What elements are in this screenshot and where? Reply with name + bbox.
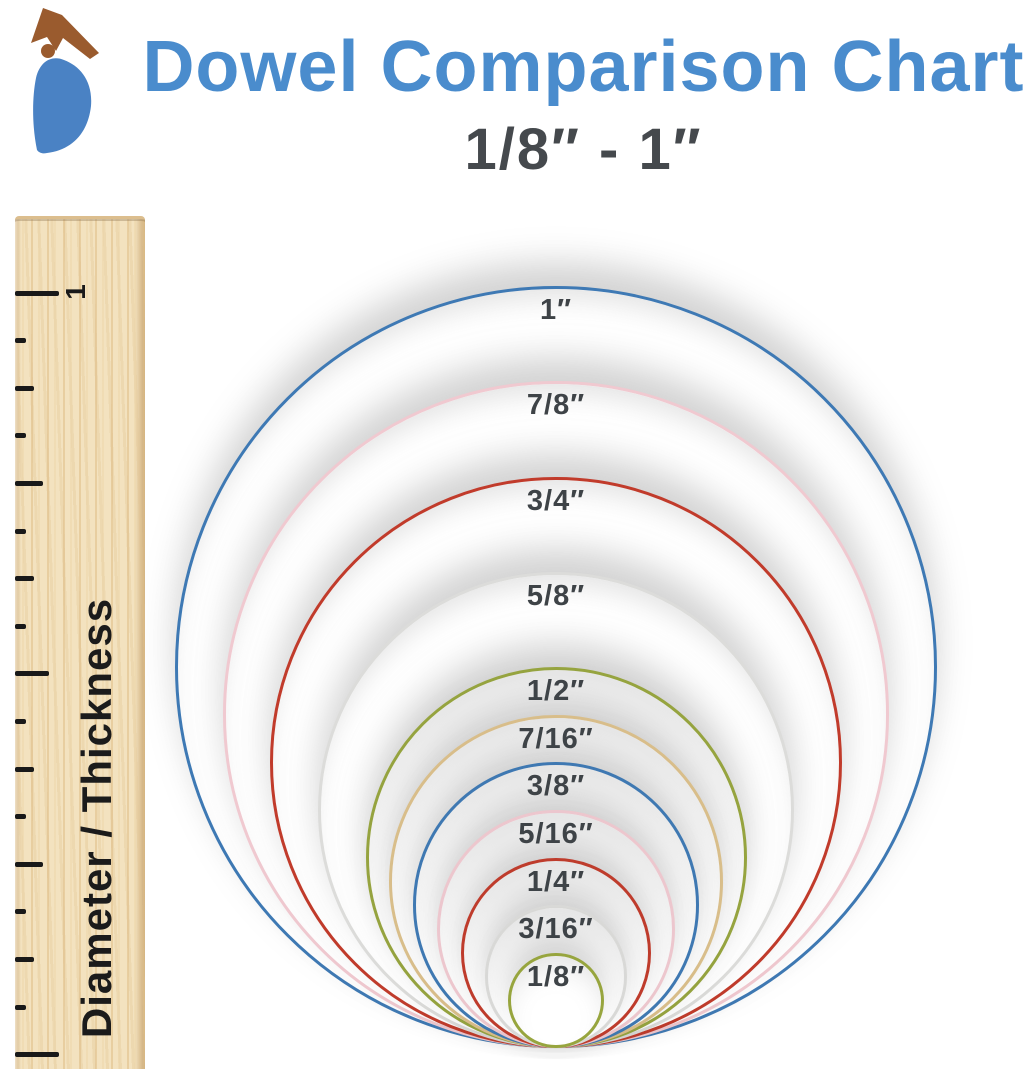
ruler-tick [15, 433, 26, 439]
page-title: Dowel Comparison Chart [142, 27, 1025, 107]
dowel-size-label: 1/2″ [526, 675, 586, 707]
logo-eye-dot [41, 44, 55, 58]
ruler-tick [15, 290, 59, 296]
ruler-tick [15, 766, 34, 772]
ruler-tick [15, 1004, 26, 1010]
ruler-tick [15, 338, 26, 344]
ruler-tick [15, 718, 26, 724]
ruler-tick [15, 480, 43, 486]
ruler-tick [15, 385, 34, 391]
dowel-size-label: 7/8″ [526, 389, 586, 422]
dowel-size-label: 1″ [539, 294, 573, 326]
dowel-size-label: 3/4″ [526, 484, 586, 517]
dowel-size-label: 7/16″ [518, 722, 594, 755]
dowel-size-label: 3/16″ [518, 913, 594, 946]
dowel-size-label: 3/8″ [526, 770, 586, 803]
ruler: 1 Diameter / Thickness [15, 216, 145, 1069]
dowel-size-label: 5/16″ [518, 817, 594, 850]
logo-beak-shape [31, 8, 99, 59]
dowel-size-label: 1/8″ [526, 960, 586, 993]
ruler-tick [15, 1052, 59, 1058]
ruler-tick [15, 528, 26, 534]
ruler-tick [15, 861, 43, 867]
woodpecker-logo [31, 8, 99, 154]
ruler-tick [15, 909, 26, 915]
ruler-tick [15, 956, 34, 962]
logo-body-shape [33, 58, 92, 154]
ruler-tick [15, 576, 34, 582]
dowel-size-label: 5/8″ [526, 579, 586, 612]
ruler-tick [15, 623, 26, 629]
ruler-tick [15, 814, 26, 820]
dowel-size-label: 1/4″ [526, 865, 586, 898]
ruler-tick [15, 671, 49, 677]
size-range-subtitle: 1/8″ - 1″ [464, 116, 703, 182]
dowel-circle-1-8in [508, 952, 604, 1048]
header: Dowel Comparison Chart 1/8″ - 1″ [140, 27, 1027, 183]
